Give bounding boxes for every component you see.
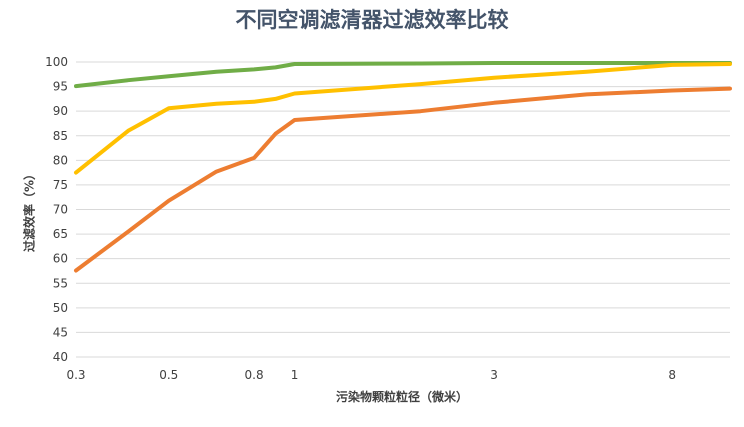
x-tick-label: 1 xyxy=(291,368,299,382)
y-tick-label: 85 xyxy=(53,129,68,143)
x-tick-label: 0.5 xyxy=(159,368,178,382)
x-axis-ticks: 0.3 0.5 0.8 1 3 8 xyxy=(66,368,676,382)
y-tick-label: 75 xyxy=(53,178,68,192)
series-line-1 xyxy=(74,61,732,89)
y-tick-label: 70 xyxy=(53,203,68,217)
y-tick-label: 60 xyxy=(53,252,68,266)
series-lines xyxy=(74,61,732,273)
y-tick-label: 40 xyxy=(53,350,68,364)
y-axis-label: 过滤效率（%） xyxy=(22,167,37,253)
y-tick-label: 50 xyxy=(53,301,68,315)
series-line-2 xyxy=(74,62,732,175)
y-tick-label: 45 xyxy=(53,325,68,339)
x-tick-label: 0.3 xyxy=(66,368,85,382)
y-tick-label: 100 xyxy=(45,55,68,69)
x-axis-label: 污染物颗粒粒径（微米） xyxy=(335,390,468,404)
y-tick-label: 95 xyxy=(53,80,68,94)
y-tick-label: 55 xyxy=(53,276,68,290)
y-tick-label: 80 xyxy=(53,153,68,167)
y-tick-label: 90 xyxy=(53,104,68,118)
y-axis-ticks: 40 45 50 55 60 65 70 75 80 85 90 95 100 xyxy=(45,55,68,364)
x-tick-label: 0.8 xyxy=(245,368,264,382)
y-tick-label: 65 xyxy=(53,227,68,241)
x-tick-label: 8 xyxy=(668,368,676,382)
chart-title: 不同空调滤清器过滤效率比较 xyxy=(235,8,509,32)
series-line-3 xyxy=(74,86,732,273)
x-tick-label: 3 xyxy=(490,368,498,382)
